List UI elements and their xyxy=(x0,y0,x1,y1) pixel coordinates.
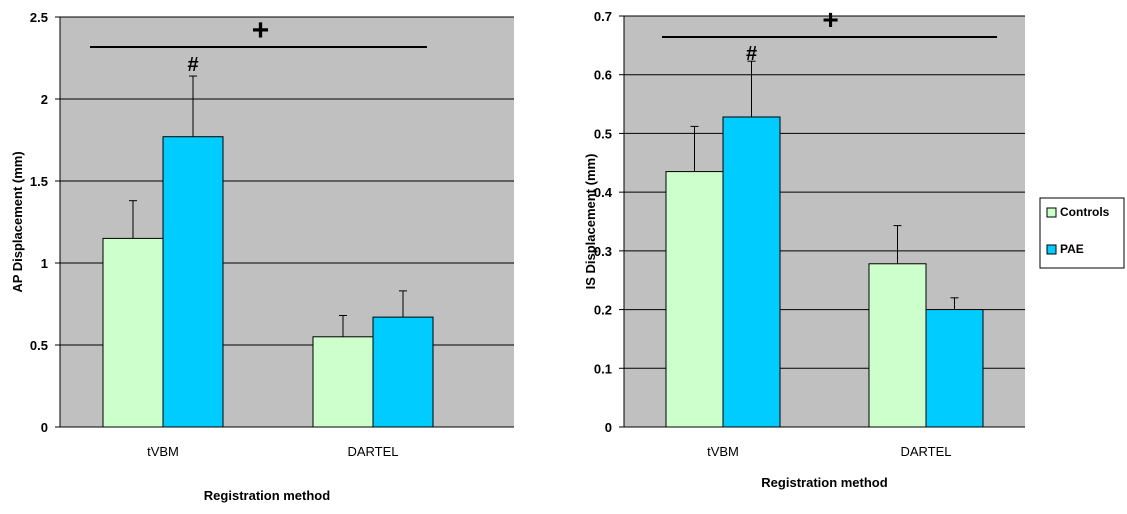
bar-pae-tvbm xyxy=(722,116,781,428)
category-labels: tVBM DARTEL xyxy=(147,444,398,459)
bar-pae-tvbm xyxy=(162,136,224,428)
axes xyxy=(55,16,514,428)
x-axis-title: Registration method xyxy=(204,488,330,503)
bars xyxy=(665,116,984,428)
axes xyxy=(619,15,1025,428)
y-tick-label: 0.7 xyxy=(594,9,612,24)
y-tick-label: 0 xyxy=(605,420,612,435)
error-bars xyxy=(690,60,959,310)
bar-pae-dartel xyxy=(372,316,434,428)
y-tick-label: 0.5 xyxy=(594,126,612,141)
y-tick-label: 0.3 xyxy=(594,244,612,259)
bar-pae-dartel xyxy=(925,309,984,428)
x-category-label: DARTEL xyxy=(347,444,398,459)
legend: Controls PAE xyxy=(1039,197,1125,269)
y-tick-label: 0.2 xyxy=(594,303,612,318)
x-category-label: DARTEL xyxy=(900,444,951,459)
y-tick-label: 1 xyxy=(41,256,48,271)
y-tick-label: 0.6 xyxy=(594,68,612,83)
y-tick-label: 2.5 xyxy=(30,10,48,25)
category-labels: tVBM DARTEL xyxy=(707,444,951,459)
y-tick-label: 2 xyxy=(41,92,48,107)
y-axis-title: AP Displacement (mm) xyxy=(10,151,25,292)
x-axis-title: Registration method xyxy=(761,475,887,490)
ap-displacement-chart: 0 0.5 1 1.5 2 2.5 tVBM DARTEL AP Displacement … xyxy=(10,10,514,503)
bar-controls-tvbm xyxy=(665,171,724,428)
bar-controls-dartel xyxy=(312,336,374,428)
is-displacement-chart: 0 0.1 0.2 0.3 0.4 0.5 0.6 0.7 tVBM DARTEL IS Dis… xyxy=(583,4,1025,490)
y-axis-title: IS Displacement (mm) xyxy=(583,154,598,290)
y-tick-label: 0.5 xyxy=(30,338,48,353)
y-tick-label: 1.5 xyxy=(30,174,48,189)
bar-controls-tvbm xyxy=(102,237,164,428)
legend-swatch-pae xyxy=(1046,244,1057,255)
y-tick-labels: 0 0.5 1 1.5 2 2.5 xyxy=(30,10,48,435)
x-category-label: tVBM xyxy=(147,444,179,459)
x-category-label: tVBM xyxy=(707,444,739,459)
legend-label-controls: Controls xyxy=(1060,205,1110,219)
hash-annotation: # xyxy=(746,43,757,65)
bars xyxy=(102,136,434,428)
y-tick-label: 0.4 xyxy=(594,185,613,200)
y-tick-label: 0 xyxy=(41,420,48,435)
hash-annotation: # xyxy=(187,54,198,76)
y-tick-labels: 0 0.1 0.2 0.3 0.4 0.5 0.6 0.7 xyxy=(594,9,613,435)
legend-swatch-controls xyxy=(1046,207,1057,218)
plus-annotation: + xyxy=(252,14,270,47)
bar-controls-dartel xyxy=(868,263,927,428)
error-bars xyxy=(129,75,407,337)
legend-label-pae: PAE xyxy=(1060,242,1084,256)
y-tick-label: 0.1 xyxy=(594,361,612,376)
plus-annotation: + xyxy=(822,4,838,35)
